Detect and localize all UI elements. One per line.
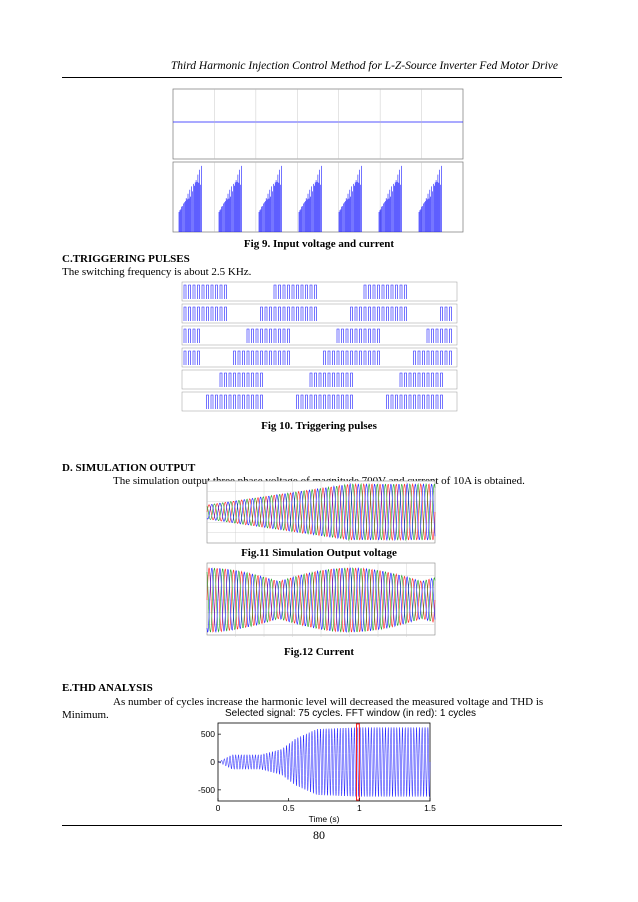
fig10-pulse-axes [181, 369, 458, 390]
thd-chart-title: Selected signal: 75 cycles. FFT window (… [225, 708, 477, 719]
fig9-current-trace [178, 165, 442, 232]
fig10-pulse-trace [183, 284, 407, 299]
phase-wave [206, 567, 436, 633]
thd-fft-window [356, 723, 360, 801]
header-rule [62, 77, 562, 78]
fig9-ticks [214, 89, 422, 232]
fig10-pulse-axes [181, 347, 458, 368]
thd-x-tick-label: 0 [216, 803, 221, 813]
thd-y-ticks: 500 0 -500 [198, 729, 221, 795]
section-e-heading: E.THD ANALYSIS [62, 682, 153, 694]
running-title: Third Harmonic Injection Control Method … [170, 60, 558, 72]
fig10-plot [181, 281, 458, 412]
section-c-heading: C.TRIGGERING PULSES [62, 253, 190, 265]
section-e-text-line2: Minimum. [62, 709, 109, 721]
fig12-caption: Fig.12 Current [283, 646, 355, 658]
fig9-plot [172, 88, 464, 233]
fig10-pulse-axes [181, 303, 458, 324]
fig11-plot [206, 480, 436, 544]
fig9-upper-axes [172, 88, 464, 160]
fig11-voltage-waves [206, 482, 436, 542]
fig9-caption: Fig 9. Input voltage and current [243, 238, 395, 250]
fig10-pulse-trace [183, 306, 452, 321]
fig10-pulse-trace [219, 372, 443, 387]
thd-y-tick-label: 0 [210, 757, 215, 767]
thd-y-tick-label: 500 [201, 729, 215, 739]
thd-signal-path [217, 727, 431, 797]
fig9-current-bursts [178, 165, 442, 232]
fig11-caption: Fig.11 Simulation Output voltage [241, 547, 397, 559]
page-number: 80 [313, 828, 325, 842]
fig10-pulse-axes [181, 325, 458, 346]
fig10-caption: Fig 10. Triggering pulses [261, 420, 377, 432]
section-e-text-line1: As number of cycles increase the harmoni… [113, 696, 544, 708]
fig12-current-waves [206, 567, 436, 634]
fig10-pulse-trace [183, 328, 452, 343]
fig10-pulse-axes [181, 281, 458, 302]
fig10-pulse-trace [206, 394, 443, 409]
fig12-plot [206, 562, 436, 637]
section-c-text: The switching frequency is about 2.5 KHz… [62, 266, 252, 278]
thd-xlabel: Time (s) [309, 814, 340, 824]
section-d-heading: D. SIMULATION OUTPUT [62, 462, 196, 474]
thd-y-tick-label: -500 [198, 785, 215, 795]
phase-wave [206, 482, 436, 542]
thd-x-ticks: 0 0.5 1 1.5 [216, 798, 436, 813]
phase-wave [206, 482, 436, 542]
thd-fft-window-mark [356, 723, 360, 801]
thd-x-tick-label: 0.5 [283, 803, 295, 813]
thd-signal-line [217, 727, 431, 797]
phase-wave [206, 483, 436, 541]
thd-x-tick-label: 1 [357, 803, 362, 813]
thd-x-tick-label: 1.5 [424, 803, 436, 813]
phase-wave [206, 567, 436, 633]
fig10-pulse-trace [183, 350, 452, 365]
footer-rule [62, 825, 562, 826]
phase-wave [206, 567, 436, 634]
fig10-pulse-rows [181, 281, 458, 412]
